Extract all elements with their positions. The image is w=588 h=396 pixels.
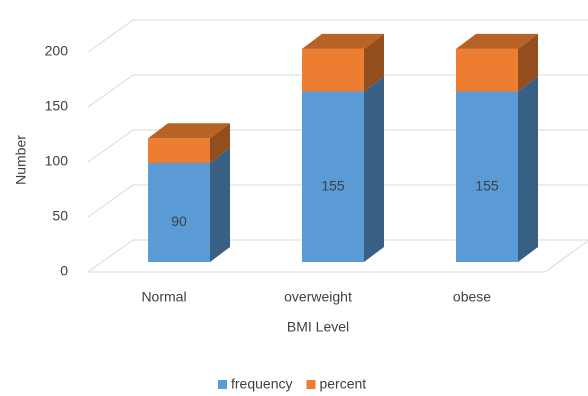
grid-line [87,239,588,273]
data-label: 155 [475,177,499,193]
bar-side [518,33,538,92]
bar-side [210,148,230,262]
legend-label: percent [319,376,366,392]
y-tick-label: 100 [45,153,69,169]
bar-segment [148,148,230,262]
grid-line [87,74,588,108]
bar-top [148,123,230,139]
data-label: 90 [171,213,187,229]
y-axis-title: Number [13,135,29,185]
legend-label: frequency [231,376,292,392]
legend-swatch [306,380,316,389]
x-axis-title: BMI Level [287,319,349,335]
bar-segment [456,33,538,92]
bar-side [364,76,384,262]
grid-line [87,19,588,53]
bar-segment [302,76,384,262]
grid-line [87,184,588,218]
bar-top [302,33,384,49]
y-tick-label: 200 [45,43,69,59]
bar-segment [302,33,384,92]
bar-side [518,76,538,262]
x-tick-label: obese [453,289,491,305]
bar-top [456,33,538,49]
bar-side [210,123,230,163]
bar-front [148,163,210,262]
y-tick-label: 50 [52,208,68,224]
grid-line [87,129,588,163]
bar-front [456,91,518,262]
bar-front [302,48,364,92]
y-tick-label: 0 [60,263,68,279]
bar-front [148,138,210,163]
legend-swatch [218,380,227,389]
x-tick-label: overweight [284,289,352,305]
bar-front [302,91,364,262]
bar-side [364,33,384,92]
bar-segment [148,123,230,163]
y-tick-label: 150 [45,98,69,114]
floor-edge [544,240,588,273]
bar-front [456,48,518,92]
data-label: 155 [321,177,345,193]
bar-segment [456,76,538,262]
x-tick-label: Normal [141,289,186,305]
